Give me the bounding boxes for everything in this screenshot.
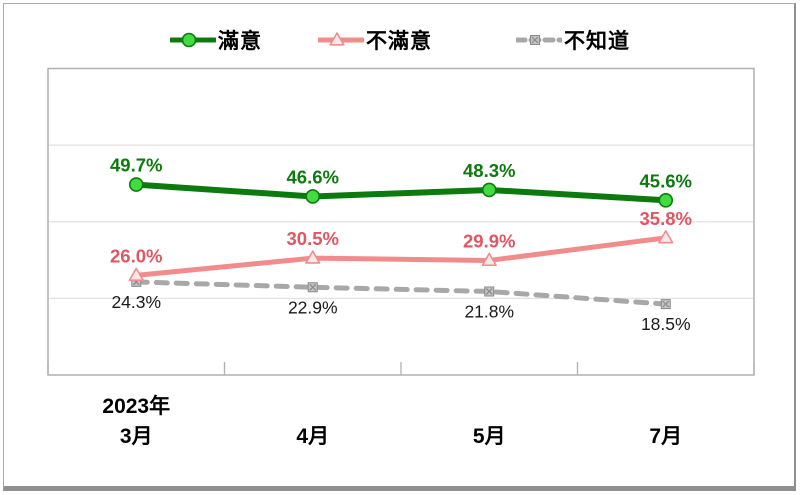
slide-frame	[3, 3, 796, 491]
data-label: 29.9%	[463, 230, 515, 251]
legend-item-unknown: 不知道	[516, 25, 630, 55]
legend-item-dissatisfied: 不滿意	[318, 25, 432, 55]
x-axis-label: 4月	[296, 425, 330, 448]
data-label: 24.3%	[111, 292, 161, 312]
legend-label-dissatisfied: 不滿意	[366, 30, 432, 53]
x-axis-label: 2023年 3月	[102, 395, 171, 448]
legend-item-satisfied: 滿意	[170, 25, 262, 55]
data-label: 45.6%	[640, 170, 692, 191]
dissatisfied-line-icon	[318, 31, 364, 49]
data-label: 49.7%	[110, 155, 162, 176]
data-label: 35.8%	[640, 208, 692, 229]
data-label: 48.3%	[463, 160, 515, 181]
unknown-line-icon	[516, 31, 562, 49]
legend-label-unknown: 不知道	[564, 30, 630, 53]
legend-label-satisfied: 滿意	[218, 30, 262, 53]
data-label: 21.8%	[464, 301, 514, 321]
data-label: 26.0%	[110, 245, 162, 266]
data-label: 30.5%	[287, 228, 339, 249]
legend: 滿意 不滿意 不知道	[0, 24, 800, 56]
data-label: 18.5%	[641, 314, 691, 334]
x-axis-labels: 2023年 3月 4月 5月 7月	[0, 392, 800, 487]
x-axis-label: 5月	[472, 425, 506, 448]
x-axis-label: 7月	[649, 425, 683, 448]
data-label: 46.6%	[287, 166, 339, 187]
satisfied-line-icon	[170, 31, 216, 49]
data-label: 22.9%	[288, 297, 338, 317]
